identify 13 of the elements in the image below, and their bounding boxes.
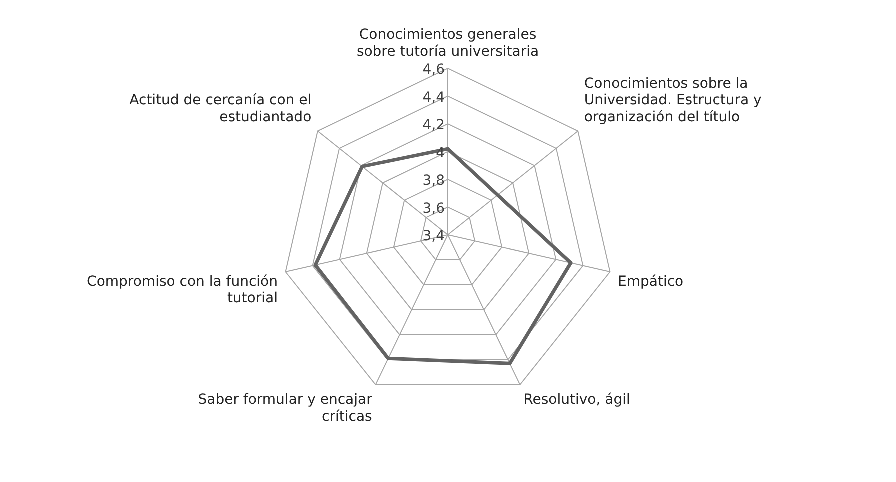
y-tick-label: 3,8 [422, 173, 445, 190]
spoke-label: Conocimientos sobre la Universidad. Estructura y organización del título [584, 76, 762, 126]
y-tick-label: 4,6 [422, 62, 446, 78]
y-tick-label: 3,4 [422, 228, 446, 245]
spoke-label: Saber formular y encajar críticas [198, 392, 373, 425]
spoke-label: Compromiso con la función tutorial [87, 274, 278, 307]
spoke-label: Resolutivo, ágil [524, 392, 630, 408]
y-tick-label: 4,4 [422, 90, 446, 106]
y-tick-label: 4,2 [422, 118, 445, 134]
spoke-label: Empático [618, 274, 684, 290]
y-tick-label: 3,6 [422, 200, 446, 217]
spoke-label: Conocimientos generales sobre tutoría universitaria [356, 27, 540, 60]
spoke-label: Actitud de cercanía con el estudiantado [130, 92, 312, 126]
